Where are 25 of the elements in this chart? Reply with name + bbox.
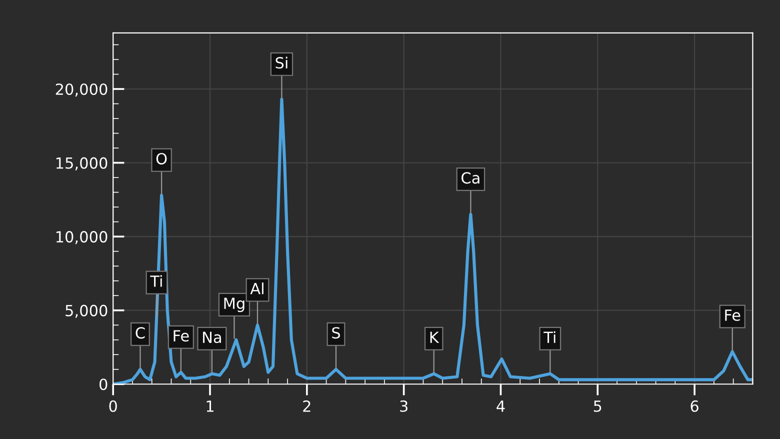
annotation: Ca <box>462 172 480 184</box>
y-tick-label: 20,000 <box>56 83 108 97</box>
annotation: Al <box>250 282 264 294</box>
annotation: C <box>136 327 145 339</box>
x-tick-label: 2 <box>303 400 310 412</box>
annotation: Fe <box>174 330 189 342</box>
x-tick-label: 3 <box>400 400 408 412</box>
annotation: Si <box>276 56 288 69</box>
x-tick-label: 4 <box>496 400 505 412</box>
x-tick-label: 1 <box>206 400 214 412</box>
annotation: S <box>332 327 340 339</box>
x-tick-label: 0 <box>109 400 117 412</box>
y-tick-label: 0 <box>100 378 108 390</box>
annotation: K <box>430 332 440 343</box>
annotation: Ti <box>150 275 162 287</box>
x-tick-label: 5 <box>594 400 602 412</box>
y-tick-label: 5,000 <box>66 304 108 318</box>
annotation: Fe <box>725 310 740 321</box>
annotation: Mg <box>224 298 244 312</box>
annotation: O <box>156 152 167 165</box>
y-tick-label: 15,000 <box>56 157 108 170</box>
y-tick-label: 10,000 <box>56 231 108 244</box>
annotation: Ti <box>544 331 556 343</box>
x-tick-label: 6 <box>690 400 698 412</box>
annotation: Na <box>203 332 221 344</box>
